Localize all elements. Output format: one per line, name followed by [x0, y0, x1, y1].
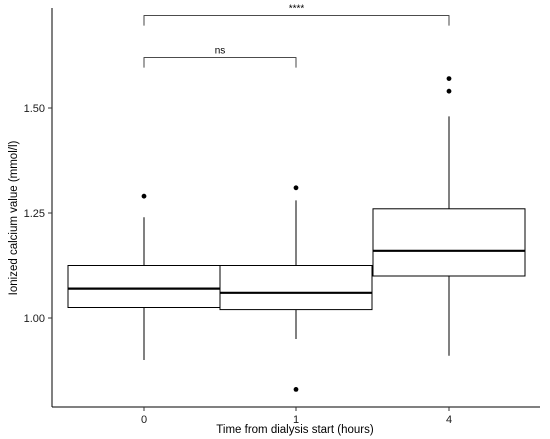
x-tick-label: 4	[446, 414, 452, 426]
y-tick-label: 1.00	[24, 313, 45, 325]
plot-area: 1.00 1.25 1.50 0 1 4 ns ****	[24, 4, 540, 426]
box-4	[372, 208, 526, 277]
x-tick-label: 0	[141, 414, 147, 426]
outlier-point	[293, 387, 299, 392]
x-tick-label: 1	[293, 414, 299, 426]
outlier-point	[293, 185, 299, 191]
x-axis-title: Time from dialysis start (hours)	[216, 424, 374, 436]
outlier-point	[141, 193, 147, 199]
significance-bracket	[143, 15, 450, 26]
y-tick-label: 1.25	[24, 208, 45, 220]
outlier-point	[446, 76, 452, 81]
significance-label: ****	[289, 4, 305, 15]
significance-bracket	[143, 57, 297, 68]
box-1	[219, 265, 373, 311]
box-0	[67, 265, 221, 308]
outlier-point	[446, 88, 452, 94]
y-axis-title: Ionized calcium value (mmol/l)	[8, 141, 20, 296]
y-tick-label: 1.50	[24, 103, 45, 115]
significance-label: ns	[215, 46, 226, 57]
